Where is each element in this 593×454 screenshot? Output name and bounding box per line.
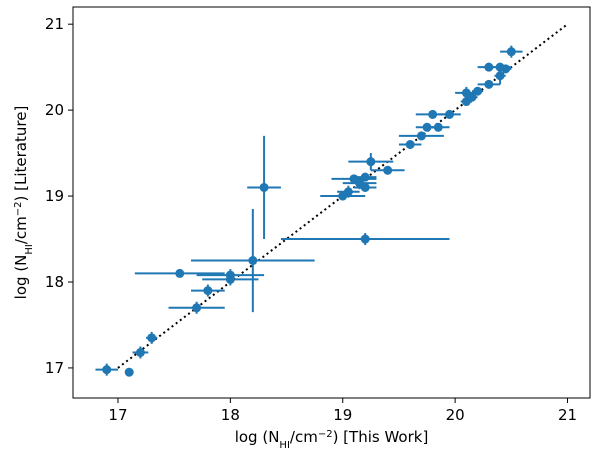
data-point-29 <box>473 86 483 96</box>
y-axis-label: log (NHI/cm−2) [Literature] <box>12 106 35 300</box>
data-point-18 <box>366 157 376 167</box>
x-tick-label-20: 20 <box>446 406 465 424</box>
y-axis-ticks: 17 18 19 20 21 <box>45 15 73 377</box>
y-tick-label-18: 18 <box>45 273 64 291</box>
data-point-20 <box>405 139 415 149</box>
data-point-24 <box>433 122 443 132</box>
x-tick-label-17: 17 <box>108 406 127 424</box>
data-point-35 <box>506 47 516 57</box>
data-point-16 <box>360 182 370 192</box>
x-axis-label: log (NHI/cm−2) [This Work] <box>235 428 429 449</box>
data-point-32 <box>495 71 505 81</box>
data-point-34 <box>501 64 511 74</box>
reference-line-layer <box>117 23 569 369</box>
x-tick-label-21: 21 <box>558 406 577 424</box>
data-point-11 <box>360 234 370 244</box>
data-point-5 <box>192 303 202 313</box>
data-point-30 <box>484 79 494 89</box>
data-point-19 <box>383 165 393 175</box>
x-axis-ticks: 17 18 19 20 21 <box>108 398 577 424</box>
data-point-13 <box>343 187 353 197</box>
y-tick-label-19: 19 <box>45 187 64 205</box>
data-point-8 <box>225 274 235 284</box>
y-tick-label-20: 20 <box>45 101 64 119</box>
y-tick-label-21: 21 <box>45 15 64 33</box>
data-point-3 <box>147 333 157 343</box>
data-point-1 <box>124 367 134 377</box>
y-tick-label-17: 17 <box>45 359 64 377</box>
data-point-4 <box>175 268 185 278</box>
data-point-17 <box>360 172 370 182</box>
data-point-23 <box>428 109 438 119</box>
plot-frame <box>72 6 591 399</box>
data-point-layer <box>102 47 516 377</box>
data-point-31 <box>484 62 494 72</box>
data-point-25 <box>445 109 455 119</box>
data-point-28 <box>467 92 477 102</box>
data-point-10 <box>259 182 269 192</box>
data-point-21 <box>416 131 426 141</box>
data-point-22 <box>422 122 432 132</box>
data-point-9 <box>248 256 258 266</box>
data-point-2 <box>135 347 145 357</box>
data-point-6 <box>203 286 213 296</box>
data-point-0 <box>102 365 112 375</box>
error-bar-layer <box>95 45 523 376</box>
x-tick-label-18: 18 <box>221 406 240 424</box>
one-to-one-reference-line <box>117 23 569 369</box>
x-tick-label-19: 19 <box>333 406 352 424</box>
